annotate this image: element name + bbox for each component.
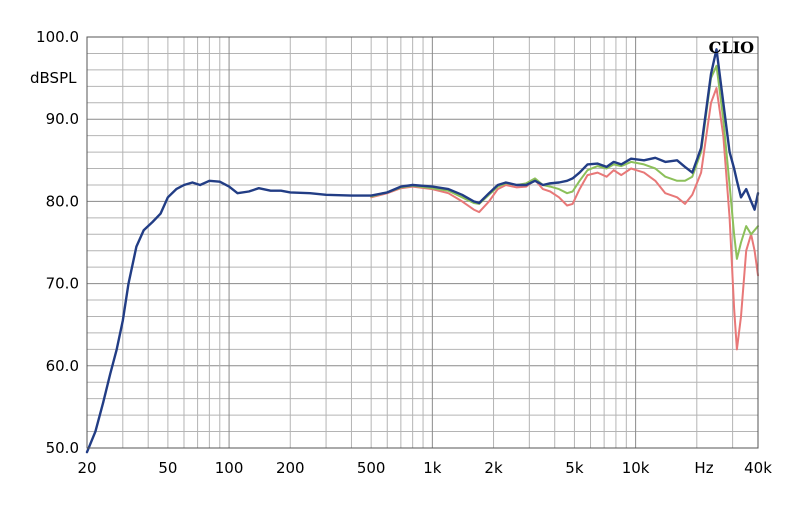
x-tick-label: 40k: [744, 459, 772, 477]
series-layer: [85, 48, 760, 454]
x-tick-label: 50: [158, 459, 177, 477]
y-tick-label: 80.0: [46, 192, 79, 210]
x-tick-label: 500: [357, 459, 386, 477]
y-tick-label: 50.0: [46, 439, 79, 457]
series-line-3: [85, 48, 760, 454]
brand-logo-text: CLIO: [709, 38, 754, 57]
x-tick-label: 20: [77, 459, 96, 477]
x-tick-label: 2k: [484, 459, 503, 477]
plot-frame: [86, 36, 759, 449]
y-tick-label: 90.0: [46, 110, 79, 128]
x-axis-unit-label: Hz: [694, 459, 713, 477]
plot-background: [87, 37, 758, 448]
y-tick-label: 60.0: [46, 357, 79, 375]
x-tick-label: 100: [215, 459, 244, 477]
x-tick-label: 1k: [423, 459, 442, 477]
grid: [87, 37, 758, 448]
y-axis-tick-labels: 50.0 60.0 70.0 80.0 90.0 100.0: [36, 28, 79, 457]
x-tick-label: 200: [276, 459, 305, 477]
x-tick-label: 10k: [622, 459, 650, 477]
y-tick-label: 100.0: [36, 28, 79, 46]
x-axis-tick-labels: 20 50 100 200 500 1k 2k 5k 10k 40k: [77, 459, 772, 477]
y-axis-unit-label: dBSPL: [30, 69, 77, 87]
x-tick-label: 5k: [565, 459, 584, 477]
y-tick-label: 70.0: [46, 275, 79, 293]
series-line-1: [370, 87, 759, 351]
series-line-2: [370, 64, 759, 260]
